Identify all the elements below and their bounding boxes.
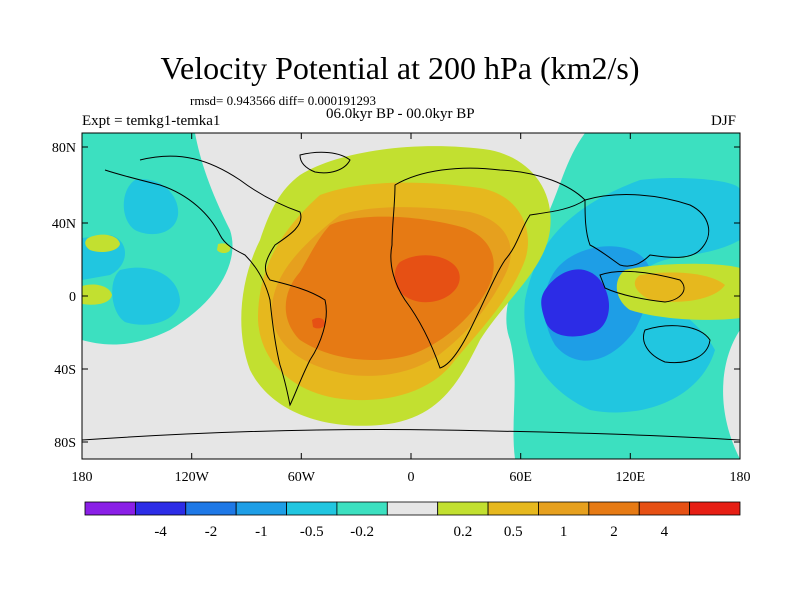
period-text: 06.0kyr BP - 00.0kyr BP: [326, 106, 475, 122]
colorbar-swatch: [638, 501, 691, 516]
colorbar-swatch: [487, 501, 539, 516]
colorbar-label: -0.2: [350, 524, 374, 540]
contour-neg-0.5-pacific-north: [123, 179, 179, 235]
colorbar-label: 2: [610, 524, 618, 540]
colorbar-swatch: [437, 501, 489, 516]
colorbar-label: -1: [255, 524, 268, 540]
colorbar-label: -4: [154, 524, 167, 540]
colorbar-label: 1: [560, 524, 568, 540]
colorbar-swatch: [588, 501, 640, 516]
colorbar-swatch: [235, 501, 287, 516]
lat-tick-label: 0: [69, 290, 76, 305]
longitude-axis: 180 120W 60W 0 60E 120E 180: [72, 133, 751, 485]
lat-tick-label: 40N: [52, 217, 76, 232]
colorbar-swatch: [336, 501, 388, 516]
contour-pos-4-south-america: [312, 317, 325, 329]
lat-tick-label: 80N: [52, 141, 76, 156]
experiment-label: Expt = temkg1-temka1: [82, 113, 221, 129]
colorbar-label: -0.5: [300, 524, 324, 540]
contour-pos-0.5-west-pacific: [634, 272, 725, 302]
lon-tick-label: 0: [408, 470, 415, 485]
colorbar-swatch: [185, 501, 237, 516]
figure-title: Velocity Potential at 200 hPa (km2/s): [160, 50, 640, 86]
contour-pos-4-africa: [394, 255, 460, 303]
lat-tick-label: 80S: [54, 436, 76, 451]
contour-neg-2-indian: [541, 269, 610, 337]
colorbar-swatch: [538, 501, 590, 516]
colorbar: -4 -2 -1 -0.5 -0.2 0.2 0.5 1 2 4: [84, 501, 741, 540]
colorbar-swatch: [84, 501, 136, 516]
lon-tick-label: 120W: [175, 470, 210, 485]
stats-text: rmsd= 0.943566 diff= 0.000191293: [190, 93, 376, 108]
lon-tick-label: 60W: [288, 470, 316, 485]
lon-tick-label: 120E: [616, 470, 646, 485]
colorbar-label: -2: [205, 524, 218, 540]
contour-neg-0.5-pacific-south: [112, 267, 180, 325]
contour-pos-0.2-north-pacific: [85, 234, 120, 252]
colorbar-label: 0.2: [454, 524, 473, 540]
lon-tick-label: 60E: [509, 470, 532, 485]
colorbar-swatch: [386, 501, 439, 516]
contour-fill-layer: [82, 133, 740, 459]
latitude-axis: 80N 40N 0 40S 80S: [52, 141, 740, 451]
contour-pos-0.2-north-pacific-small: [217, 243, 231, 253]
lon-tick-label: 180: [730, 470, 751, 485]
lat-tick-label: 40S: [54, 363, 76, 378]
contour-pos-0.2-east-pacific: [82, 284, 112, 305]
coastlines: [82, 151, 740, 441]
colorbar-swatch: [134, 501, 187, 516]
colorbar-label: 4: [661, 524, 669, 540]
season-label: DJF: [711, 113, 737, 129]
colorbar-swatch: [286, 501, 338, 516]
colorbar-label: 0.5: [504, 524, 523, 540]
contour-pos-2-atlantic: [285, 216, 494, 360]
colorbar-swatch: [689, 501, 741, 516]
lon-tick-label: 180: [72, 470, 93, 485]
